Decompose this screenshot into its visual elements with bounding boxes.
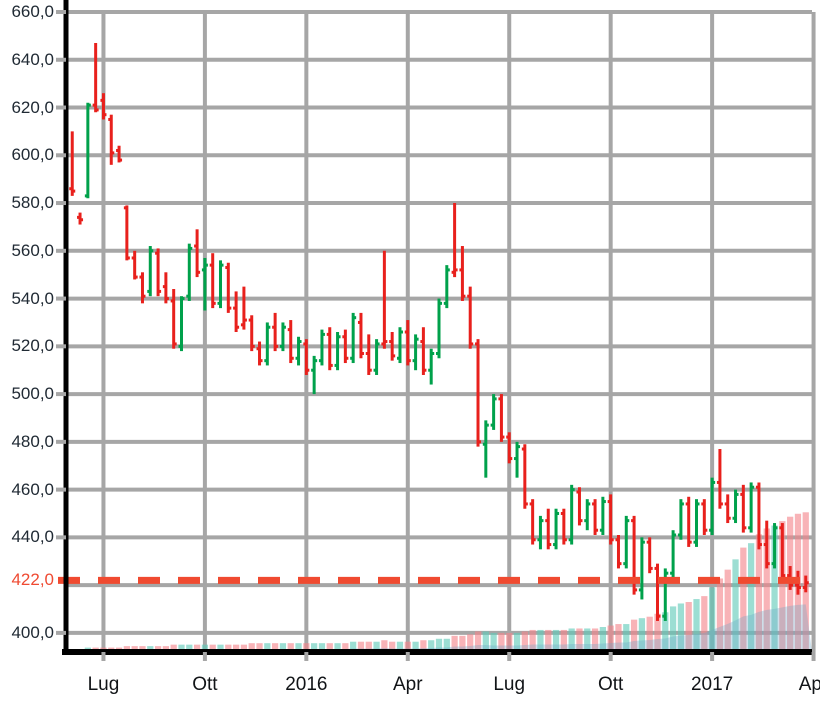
y-axis-tick-label: 600,0 bbox=[11, 145, 54, 165]
y-axis-tick-label: 440,0 bbox=[11, 527, 54, 547]
x-axis-tick-label: Apr bbox=[798, 674, 820, 695]
y-axis-tick-label: 460,0 bbox=[11, 479, 54, 499]
ohlc-bars bbox=[69, 43, 809, 621]
x-axis-tick-label: Lug bbox=[493, 674, 526, 695]
y-axis-tick-label: 500,0 bbox=[11, 384, 54, 404]
y-axis-tick-label: 520,0 bbox=[11, 336, 54, 356]
x-axis-tick-label: Lug bbox=[87, 674, 120, 695]
x-axis-tick-label: Apr bbox=[392, 674, 423, 695]
y-axis-tick-label: 640,0 bbox=[11, 49, 54, 69]
y-axis-tick-label: 660,0 bbox=[11, 2, 54, 21]
x-axis-tick-label: Ott bbox=[598, 674, 624, 695]
y-axis-tick-label: 580,0 bbox=[11, 193, 54, 213]
y-axis-tick-label: 400,0 bbox=[11, 622, 54, 642]
area-fill bbox=[66, 604, 812, 652]
x-axis-tick-label: 2016 bbox=[285, 674, 328, 695]
y-axis-tick-label: 540,0 bbox=[11, 288, 54, 308]
x-axis-tick-label: 2017 bbox=[690, 674, 734, 695]
axes bbox=[56, 0, 816, 661]
threshold-value-label: 422,0 bbox=[11, 570, 54, 590]
y-axis-tick-label: 560,0 bbox=[11, 240, 54, 260]
y-axis-tick-label: 620,0 bbox=[11, 97, 54, 117]
y-axis-tick-label: 480,0 bbox=[11, 431, 54, 451]
x-axis-tick-label: Ott bbox=[192, 674, 218, 695]
